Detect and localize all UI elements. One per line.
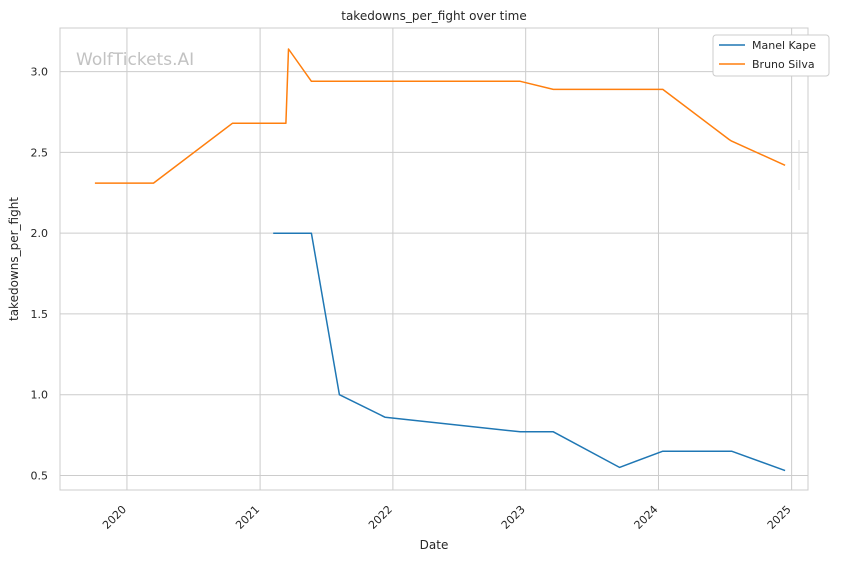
series-layer xyxy=(94,48,786,472)
y-tick-label: 1.0 xyxy=(31,389,49,402)
legend-label-1: Manel Kape xyxy=(752,39,816,52)
y-tick-label: 0.5 xyxy=(31,469,49,482)
grid xyxy=(60,28,808,490)
y-tick-label: 2.0 xyxy=(31,227,49,240)
chart-title: takedowns_per_fight over time xyxy=(341,9,527,23)
series-line-1 xyxy=(273,232,786,472)
plot-frame xyxy=(59,27,809,491)
legend: Manel Kape Bruno Silva xyxy=(712,34,830,77)
series-line-2 xyxy=(94,48,786,184)
y-tick-labels: 0.5 1.0 1.5 2.0 2.5 3.0 xyxy=(31,66,49,483)
legend-label-2: Bruno Silva xyxy=(752,58,815,71)
y-tick-label: 3.0 xyxy=(31,66,49,79)
watermark: WolfTickets.AI xyxy=(76,50,194,70)
y-tick-label: 1.5 xyxy=(31,308,49,321)
y-axis-label: takedowns_per_fight xyxy=(7,197,21,321)
y-tick-label: 2.5 xyxy=(31,146,49,159)
x-axis-label: Date xyxy=(420,538,449,552)
